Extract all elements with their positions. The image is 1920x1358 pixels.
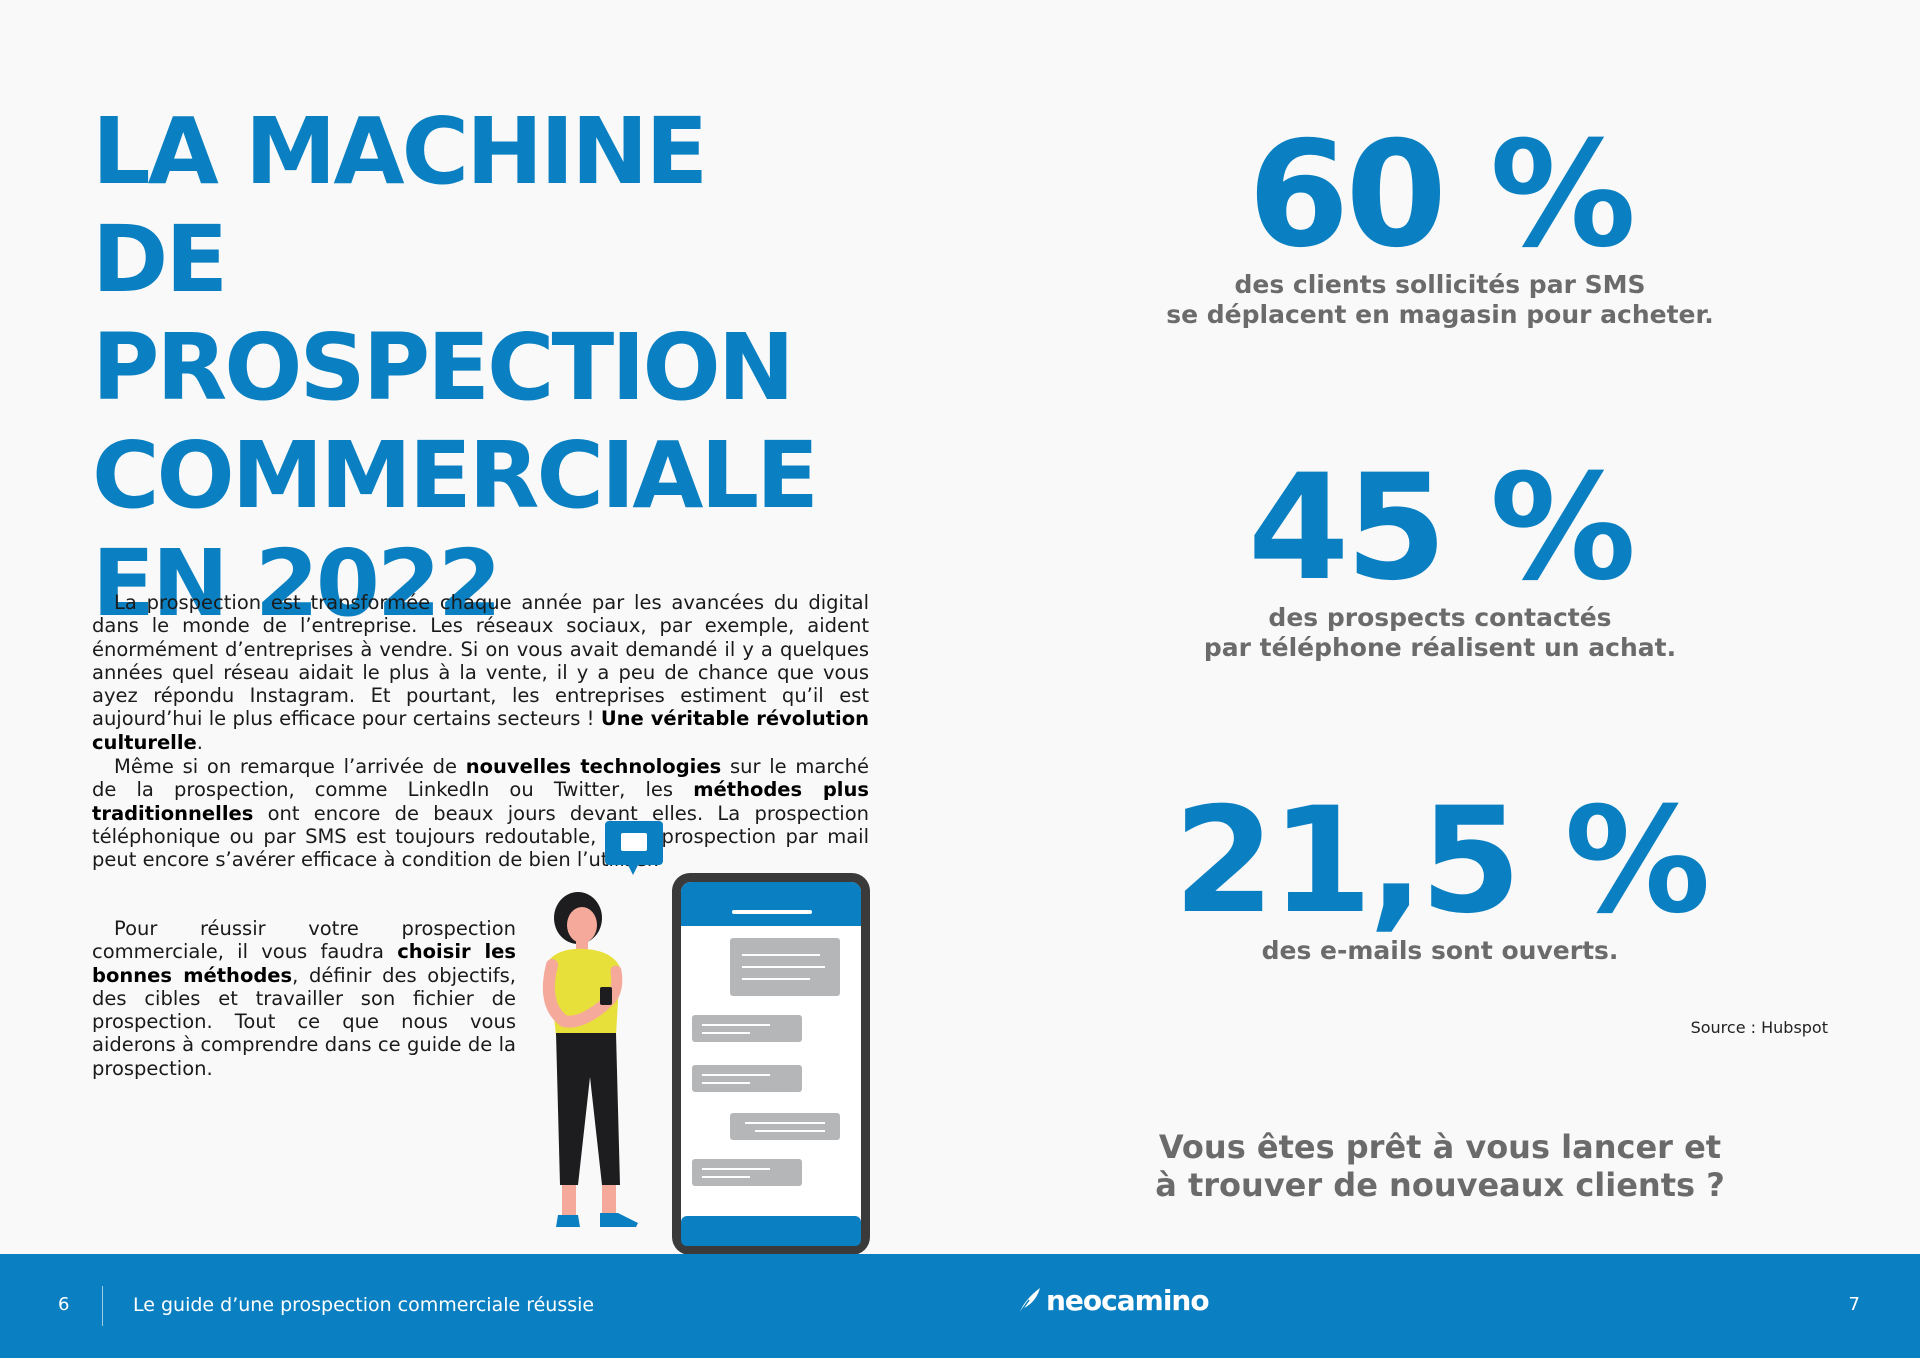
cta-line: Vous êtes prêt à vous lancer et	[1158, 1128, 1722, 1166]
title-line: LA MACHINE DE	[92, 98, 708, 313]
message-bubble-icon	[605, 821, 663, 875]
stat-sms: 60 % des clients sollicités par SMS se d…	[1110, 120, 1770, 330]
paragraph-emphasis: méthodes plus traditionnelles	[92, 778, 869, 825]
brand-name: neocamino	[1046, 1284, 1210, 1317]
person-phone-illustration	[542, 821, 870, 1255]
paragraph-text: ont encore de beaux jours devant elles. …	[92, 801, 869, 872]
stat-phone: 45 % des prospects contactés par télépho…	[1110, 453, 1770, 663]
footer-bar: 6 Le guide d’une prospection commerciale…	[0, 1254, 1920, 1358]
title-line: COMMERCIALE	[92, 422, 819, 529]
footer-divider	[102, 1286, 103, 1326]
intro-paragraph-1: La prospection est transformée chaque an…	[92, 591, 869, 754]
stat-description-line: des clients sollicités par SMS	[1234, 270, 1646, 299]
paragraph-text: .	[196, 730, 203, 754]
woman-illustration	[542, 892, 638, 1227]
paragraph-emphasis: choisir les bonnes méthodes	[92, 940, 516, 987]
paragraph-emphasis: Une véritable révolution culturelle	[92, 707, 870, 754]
stat-description-line: par téléphone réalisent un achat.	[1203, 633, 1677, 662]
guide-title: Le guide d’une prospection commerciale r…	[133, 1294, 595, 1316]
stat-value: 60 %	[1247, 110, 1636, 280]
stat-value: 21,5 %	[1173, 776, 1710, 946]
paragraph-text: Pour réussir votre prospection commercia…	[92, 917, 516, 964]
smartphone-illustration	[672, 873, 870, 1255]
call-to-action: Vous êtes prêt à vous lancer et à trouve…	[1130, 1128, 1750, 1204]
intro-paragraph-3: Pour réussir votre prospection commercia…	[92, 917, 516, 1080]
source-note: Source : Hubspot	[1690, 1018, 1828, 1037]
intro-paragraph-2: Même si on remarque l’arrivée de nouvell…	[92, 755, 869, 871]
paragraph-text: La prospection est transformée chaque an…	[92, 591, 869, 731]
cta-line: à trouver de nouveaux clients ?	[1155, 1166, 1725, 1204]
page-title: LA MACHINE DE PROSPECTION COMMERCIALE EN…	[92, 98, 852, 638]
stat-description-line: se déplacent en magasin pour acheter.	[1166, 300, 1714, 329]
stat-description: des e-mails sont ouverts.	[1110, 936, 1770, 966]
paragraph-text: , définir des objectifs, des cibles et t…	[92, 963, 516, 1080]
stat-description: des prospects contactés par téléphone ré…	[1110, 603, 1770, 663]
paragraph-text: Même si on remarque l’arrivée de	[114, 755, 466, 778]
title-line: EN 2022	[92, 530, 502, 637]
page-number-right: 7	[1848, 1294, 1860, 1315]
page-number-left: 6	[58, 1294, 70, 1315]
paragraph-emphasis: nouvelles technologies	[465, 755, 722, 778]
stat-description: des clients sollicités par SMS se déplac…	[1110, 270, 1770, 330]
stat-description-line: des prospects contactés	[1268, 603, 1612, 632]
paragraph-text: sur le marché de la prospection, comme L…	[92, 755, 869, 802]
brand-logo: neocamino	[1016, 1284, 1210, 1317]
title-line: PROSPECTION	[92, 314, 795, 421]
stat-value: 45 %	[1247, 443, 1636, 613]
stat-email: 21,5 % des e-mails sont ouverts.	[1110, 786, 1770, 966]
feather-icon	[1018, 1287, 1040, 1314]
stat-description-line: des e-mails sont ouverts.	[1261, 936, 1619, 965]
